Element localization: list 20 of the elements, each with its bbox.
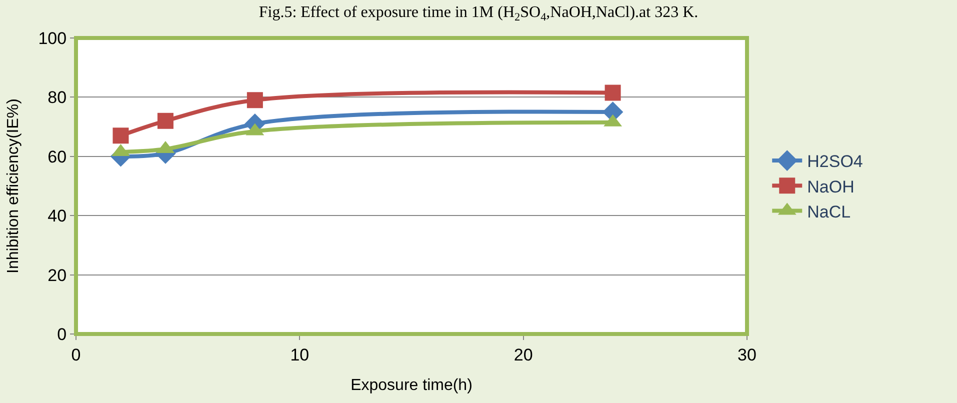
x-tick-label: 30 [738,345,756,364]
point [604,84,621,101]
legend-label: H2SO4 [807,152,863,172]
x-tick-label: 20 [514,345,533,364]
y-tick-label: 60 [48,147,67,166]
y-tick-label: 40 [48,206,67,226]
chart-title: Fig.5: Effect of exposure time in 1M (H$_{2}$SO$_{4}$,NaOH,NaCl).at 323 K. [258,4,698,24]
y-axis-title: Inhibition efficiency(IE%) [5,98,22,274]
y-tick-label: 100 [38,28,67,48]
y-tick-label: 20 [48,266,67,285]
point [157,112,174,129]
point [246,92,263,108]
x-tick-label: 0 [71,345,81,364]
x-tick-label: 10 [290,345,310,364]
y-tick-label: 80 [48,88,67,108]
y-tick-label: 0 [57,324,67,344]
point [112,128,129,144]
legend-label: NaOH [807,177,854,196]
x-axis-title: Exposure time(h) [350,377,472,394]
legend-label: NaCL [807,202,851,222]
